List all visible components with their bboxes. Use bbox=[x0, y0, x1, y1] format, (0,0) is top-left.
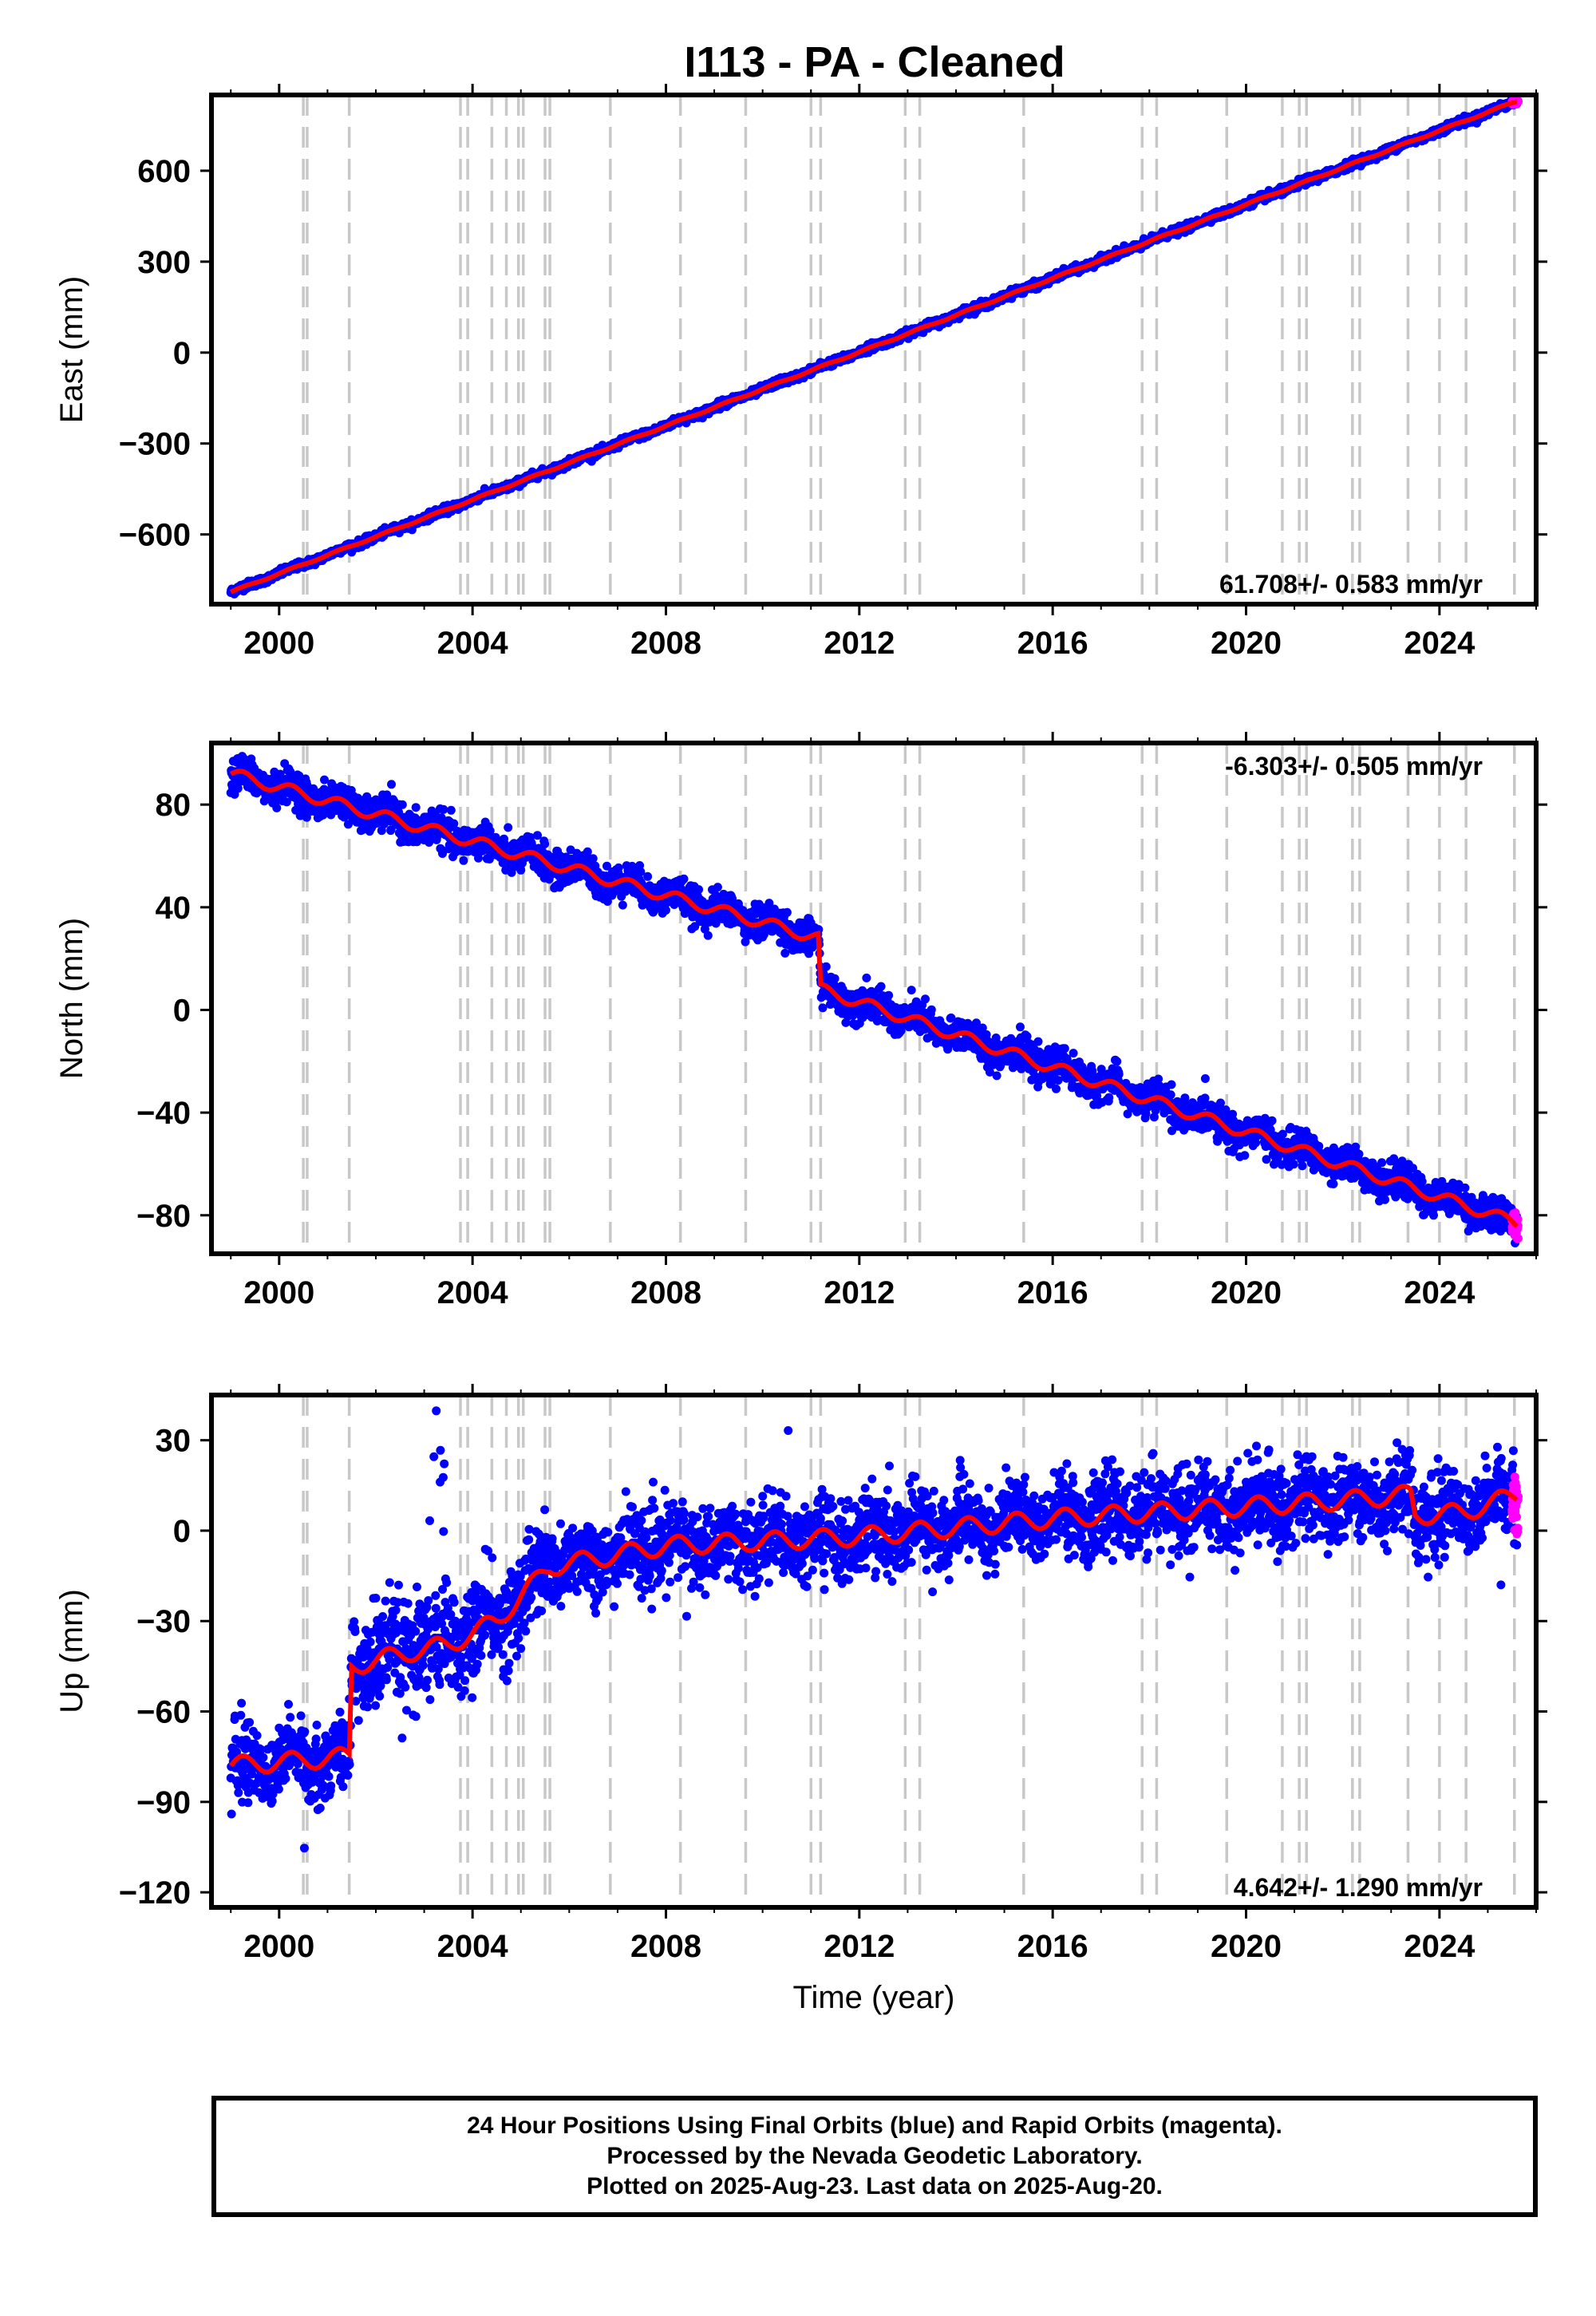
data-point bbox=[459, 856, 468, 865]
x-tick-label: 2008 bbox=[630, 626, 701, 661]
y-tick-label: 0 bbox=[173, 336, 191, 371]
east-panel: 2000 2004 2008 2012 2016 2020 2024 −600 −300 0 300… bbox=[54, 84, 1547, 661]
data-point bbox=[446, 805, 456, 815]
y-axis-label: East (mm) bbox=[54, 276, 89, 423]
y-tick-label: −300 bbox=[119, 427, 191, 462]
x-tick-label: 2020 bbox=[1211, 626, 1282, 661]
x-tick-label: 2016 bbox=[1017, 626, 1088, 661]
data-point bbox=[439, 804, 448, 814]
x-tick-label: 2024 bbox=[1404, 626, 1476, 661]
data-point bbox=[411, 803, 421, 812]
plot-area bbox=[226, 95, 1523, 604]
plot-area bbox=[226, 743, 1523, 1254]
data-point bbox=[397, 800, 407, 809]
x-tick-label: 2012 bbox=[824, 626, 895, 661]
data-point bbox=[272, 803, 282, 812]
rate-label: 61.708+/- 0.583 mm/yr bbox=[1219, 570, 1483, 599]
data-point bbox=[540, 840, 550, 848]
north-panel: 2000 2004 2008 2012 2016 2020 2024−80−4004080N… bbox=[54, 732, 1547, 1310]
data-point bbox=[588, 854, 598, 864]
y-tick-label: 600 bbox=[137, 154, 191, 189]
x-tick-label: 2000 bbox=[243, 626, 314, 661]
data-point bbox=[504, 823, 513, 832]
y-tick-label: 300 bbox=[137, 245, 191, 280]
data-point bbox=[387, 780, 396, 789]
model-line bbox=[229, 99, 1518, 595]
x-tick-label: 2004 bbox=[437, 626, 509, 661]
chart-title: I113 - PA - Cleaned bbox=[684, 38, 1065, 86]
data-point bbox=[449, 819, 459, 828]
y-tick-label: −600 bbox=[119, 518, 191, 553]
